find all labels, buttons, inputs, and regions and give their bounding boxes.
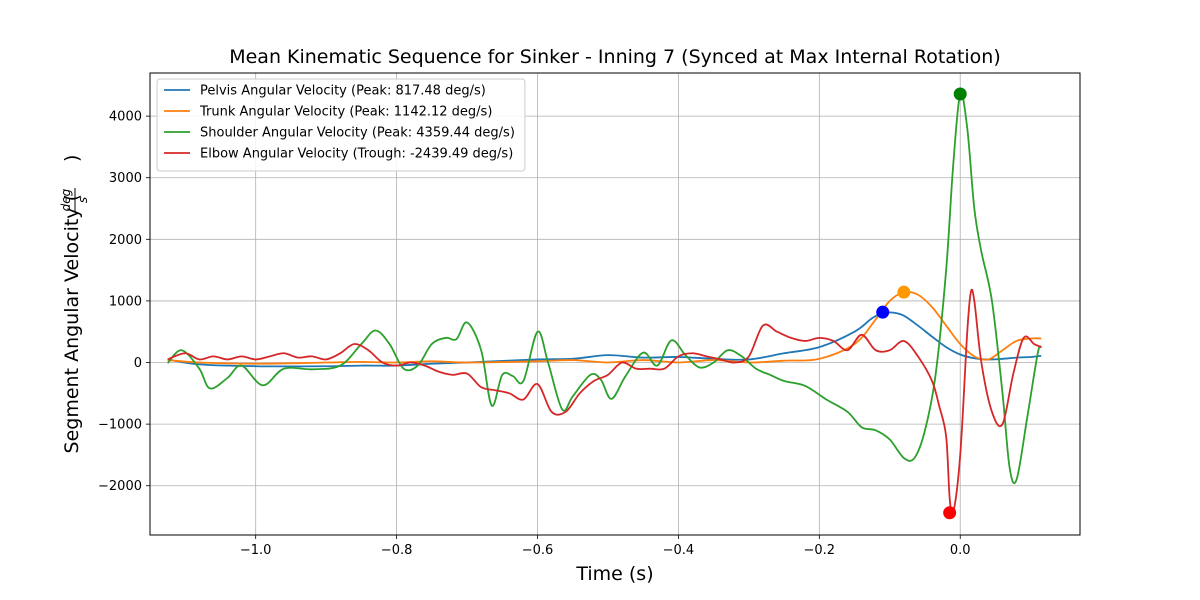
x-tick-label: −0.6 (522, 543, 554, 558)
x-tick-label: −0.2 (804, 543, 836, 558)
chart-title: Mean Kinematic Sequence for Sinker - Inn… (229, 46, 1001, 68)
legend-box (156, 78, 526, 172)
y-tick-label: 3000 (109, 171, 142, 186)
series-layer (166, 87, 1043, 520)
y-tick-label: 1000 (109, 294, 142, 309)
y-axis-label: Segment Angular Velocity ( ) deg s (59, 155, 90, 454)
y-axis-label-unit-numerator: deg (59, 188, 73, 211)
shoulder-angular-velocity-line (166, 92, 1043, 485)
shoulder-angular-velocity-peak-marker (953, 87, 967, 101)
y-tick-label: 4000 (109, 110, 142, 125)
trunk-angular-velocity-line (167, 291, 1042, 365)
legend-label: Pelvis Angular Velocity (Peak: 817.48 de… (200, 84, 486, 99)
x-tick-label: −1.0 (240, 543, 272, 558)
plot-frame (149, 72, 1081, 536)
legend: Pelvis Angular Velocity (Peak: 817.48 de… (156, 78, 526, 172)
svg-text:Segment Angular Velocity (: Segment Angular Velocity ( ) (61, 155, 83, 454)
trunk-angular-velocity-peak-marker (897, 285, 911, 299)
x-tick-label: −0.4 (663, 543, 695, 558)
y-ticks: −2000 −1000 0 1000 2000 3000 4000 (98, 110, 150, 494)
y-tick-label: 0 (134, 356, 142, 371)
legend-label: Shoulder Angular Velocity (Peak: 4359.44… (200, 126, 515, 141)
y-axis-label-unit-denominator: s (76, 197, 90, 203)
y-tick-label: −1000 (98, 418, 142, 433)
y-tick-label: 2000 (109, 233, 142, 248)
x-axis-label: Time (s) (575, 563, 653, 585)
legend-label: Trunk Angular Velocity (Peak: 1142.12 de… (199, 105, 492, 120)
legend-label: Elbow Angular Velocity (Trough: -2439.49… (200, 147, 513, 162)
y-axis-label-prefix: Segment Angular Velocity ( (61, 194, 83, 453)
y-axis-label-suffix: ) (61, 155, 83, 162)
x-ticks: −1.0 −0.8 −0.6 −0.4 −0.2 0.0 (240, 535, 971, 558)
x-tick-label: 0.0 (950, 543, 971, 558)
y-tick-label: −2000 (98, 479, 142, 494)
pelvis-angular-velocity-peak-marker (876, 305, 890, 319)
x-tick-label: −0.8 (381, 543, 413, 558)
elbow-angular-velocity-peak-marker (943, 506, 957, 520)
